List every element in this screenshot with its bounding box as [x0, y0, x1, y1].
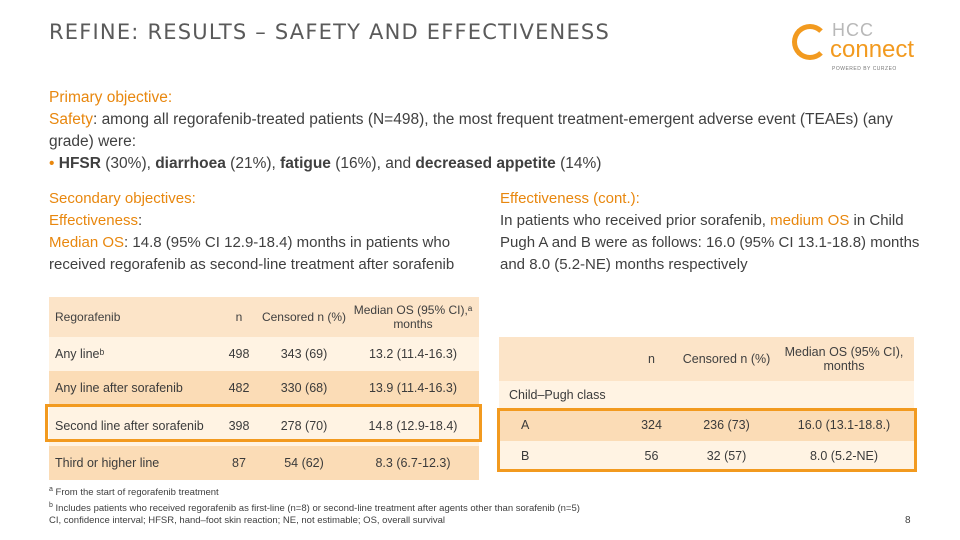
row-median: 16.0 (13.1-18.8.)	[774, 409, 914, 441]
secondary-objective-block: Secondary objectives: Effectiveness: Med…	[49, 188, 469, 276]
footnote-a-text: From the start of regorafenib treatment	[52, 487, 219, 499]
bullet-icon: •	[49, 155, 55, 172]
eff-cont-text2: in Child Pugh A and B were as follows: 1…	[500, 212, 920, 273]
safety-label: Safety	[49, 111, 93, 128]
row-median: 14.8 (12.9-18.4)	[347, 405, 479, 446]
primary-objective-heading: Primary objective:	[49, 89, 173, 106]
teae-bullet: • HFSR (30%), diarrhoea (21%), fatigue (…	[49, 153, 929, 175]
table-row: Any lineᵇ 498 343 (69) 13.2 (11.4-16.3)	[49, 337, 479, 371]
median-os-text: : 14.8 (95% CI 12.9-18.4) months in pati…	[49, 234, 455, 273]
median-os-paragraph: Median OS: 14.8 (95% CI 12.9-18.4) month…	[49, 232, 469, 276]
row-censored: 54 (62)	[261, 446, 347, 480]
row-n: 56	[624, 441, 679, 471]
row-median: 13.2 (11.4-16.3)	[347, 337, 479, 371]
safety-paragraph: Safety: among all regorafenib-treated pa…	[49, 109, 929, 153]
medium-os-term: medium OS	[770, 212, 850, 229]
effectiveness-cont-heading: Effectiveness (cont.):	[500, 190, 640, 207]
row-label: B	[499, 441, 624, 471]
effectiveness-heading: Effectiveness:	[49, 210, 469, 232]
table-header-cell: n	[217, 297, 261, 337]
table-header-cell: Median OS (95% CI), months	[774, 337, 914, 381]
footnotes: a From the start of regorafenib treatmen…	[49, 484, 580, 528]
effectiveness-label: Effectiveness	[49, 212, 138, 229]
row-n: 324	[624, 409, 679, 441]
table-header-cell: n	[624, 337, 679, 381]
table-header-cell: Regorafenib	[49, 297, 217, 337]
footnote-b: b Includes patients who received regoraf…	[49, 500, 580, 516]
table-row: Third or higher line 87 54 (62) 8.3 (6.7…	[49, 446, 479, 480]
effectiveness-cont-block: Effectiveness (cont.): In patients who r…	[500, 188, 920, 276]
child-pugh-group-label: Child–Pugh class	[499, 381, 914, 409]
footnote-b-text: Includes patients who received regorafen…	[52, 502, 580, 514]
table-header-cell	[499, 337, 624, 381]
appetite-pct: (14%)	[555, 155, 602, 172]
appetite-term: decreased appetite	[415, 155, 556, 172]
table-header-cell: Median OS (95% CI),ᵃ months	[347, 297, 479, 337]
table-group-row: Child–Pugh class	[499, 381, 914, 409]
row-median: 13.9 (11.4-16.3)	[347, 371, 479, 405]
regorafenib-os-table: Regorafenib n Censored n (%) Median OS (…	[49, 297, 479, 480]
hfsr-term: HFSR	[58, 155, 101, 172]
row-label: Second line after sorafenib	[49, 405, 217, 446]
child-pugh-os-table: n Censored n (%) Median OS (95% CI), mon…	[499, 337, 914, 471]
row-median: 8.3 (6.7-12.3)	[347, 446, 479, 480]
fatigue-pct: (16%), and	[330, 155, 416, 172]
hfsr-pct: (30%),	[100, 155, 156, 172]
footnote-a: a From the start of regorafenib treatmen…	[49, 484, 580, 500]
row-n: 398	[217, 405, 261, 446]
safety-text: : among all regorafenib-treated patients…	[49, 111, 893, 150]
row-censored: 236 (73)	[679, 409, 774, 441]
row-label: Third or higher line	[49, 446, 217, 480]
footnote-b-marker: b	[49, 501, 53, 509]
row-label: Any line after sorafenib	[49, 371, 217, 405]
primary-objective-block: Primary objective: Safety: among all reg…	[49, 87, 929, 175]
row-median: 8.0 (5.2-NE)	[774, 441, 914, 471]
abbreviations: CI, confidence interval; HFSR, hand–foot…	[49, 515, 446, 527]
row-censored: 330 (68)	[261, 371, 347, 405]
row-n: 498	[217, 337, 261, 371]
table-header-row: n Censored n (%) Median OS (95% CI), mon…	[499, 337, 914, 381]
table-header-cell: Censored n (%)	[261, 297, 347, 337]
row-n: 482	[217, 371, 261, 405]
row-censored: 32 (57)	[679, 441, 774, 471]
page-number: 8	[905, 515, 911, 526]
row-label: Any lineᵇ	[49, 337, 217, 371]
eff-cont-text1: In patients who received prior sorafenib…	[500, 212, 771, 229]
table-row: Any line after sorafenib 482 330 (68) 13…	[49, 371, 479, 405]
diarrhoea-term: diarrhoea	[155, 155, 226, 172]
median-os-label: Median OS	[49, 234, 125, 251]
row-censored: 278 (70)	[261, 405, 347, 446]
logo-powered-by: POWERED BY CURZEO	[832, 66, 897, 72]
effectiveness-colon: :	[137, 212, 143, 229]
table-row-highlighted: Second line after sorafenib 398 278 (70)…	[49, 405, 479, 446]
effectiveness-cont-text: In patients who received prior sorafenib…	[500, 210, 920, 276]
table-header-cell: Censored n (%)	[679, 337, 774, 381]
secondary-objective-heading: Secondary objectives:	[49, 190, 196, 207]
logo-c-icon	[792, 24, 828, 60]
logo-connect-text: connect	[830, 36, 915, 63]
table-row: A 324 236 (73) 16.0 (13.1-18.8.)	[499, 409, 914, 441]
logo-hcc-text: HCC	[832, 20, 874, 40]
table-header-row: Regorafenib n Censored n (%) Median OS (…	[49, 297, 479, 337]
row-label: A	[499, 409, 624, 441]
diarrhoea-pct: (21%),	[225, 155, 281, 172]
row-censored: 343 (69)	[261, 337, 347, 371]
table-row: B 56 32 (57) 8.0 (5.2-NE)	[499, 441, 914, 471]
footnote-a-marker: a	[49, 486, 53, 493]
page-title: REFINE: RESULTS – SAFETY AND EFFECTIVENE…	[49, 20, 610, 44]
row-n: 87	[217, 446, 261, 480]
hcc-connect-logo: HCC connect POWERED BY CURZEO	[792, 20, 932, 75]
fatigue-term: fatigue	[280, 155, 331, 172]
